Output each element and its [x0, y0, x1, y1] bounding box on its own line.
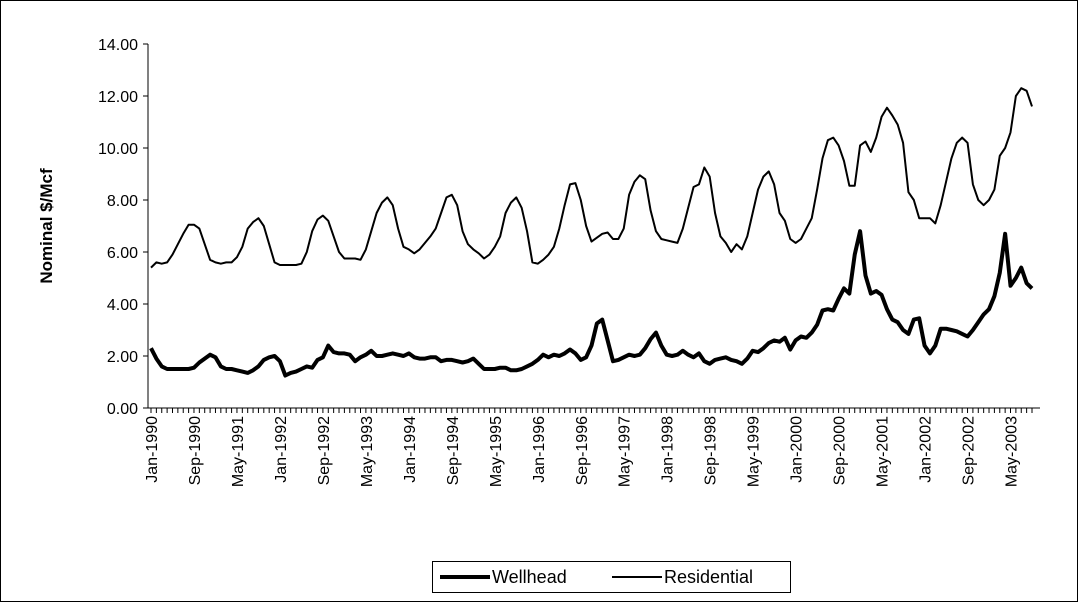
x-tick-label: Sep-2000	[832, 416, 849, 485]
legend-label: Wellhead	[492, 567, 567, 587]
x-tick-label: Sep-1994	[445, 416, 462, 485]
x-tick-label: Sep-1998	[703, 416, 720, 485]
x-tick-label: May-1993	[359, 416, 376, 487]
y-tick-label: 8.00	[107, 193, 138, 210]
series-line	[149, 229, 1034, 378]
legend-box	[432, 561, 791, 593]
x-tick-label: Sep-1992	[316, 416, 333, 485]
y-tick-label: 2.00	[107, 349, 138, 366]
x-tick-label: Jan-1996	[531, 416, 548, 483]
x-tick-label: May-2001	[875, 416, 892, 487]
y-tick-label: 14.00	[98, 37, 138, 54]
x-tick-label: Jan-1998	[660, 416, 677, 483]
y-axis-label: Nominal $/Mcf	[37, 168, 56, 284]
x-tick-label: May-1997	[617, 416, 634, 487]
x-tick-label: Jan-2002	[918, 416, 935, 483]
x-tick-label: May-2003	[1004, 416, 1021, 487]
x-tick-label: Sep-1996	[574, 416, 591, 485]
x-tick-label: Sep-2002	[961, 416, 978, 485]
x-tick-label: May-1999	[746, 416, 763, 487]
legend-label: Residential	[664, 567, 753, 587]
x-tick-label: Jan-1994	[402, 416, 419, 483]
y-tick-label: 4.00	[107, 297, 138, 314]
x-tick-label: Jan-2000	[789, 416, 806, 483]
x-tick-label: May-1991	[230, 416, 247, 487]
x-tick-label: Jan-1992	[273, 416, 290, 483]
y-tick-label: 0.00	[107, 401, 138, 418]
x-tick-label: Sep-1990	[187, 416, 204, 485]
y-tick-label: 12.00	[98, 89, 138, 106]
y-tick-label: 10.00	[98, 141, 138, 158]
x-tick-label: May-1995	[488, 416, 505, 487]
x-tick-label: Jan-1990	[144, 416, 161, 483]
y-tick-label: 6.00	[107, 245, 138, 262]
series-line	[150, 87, 1033, 269]
